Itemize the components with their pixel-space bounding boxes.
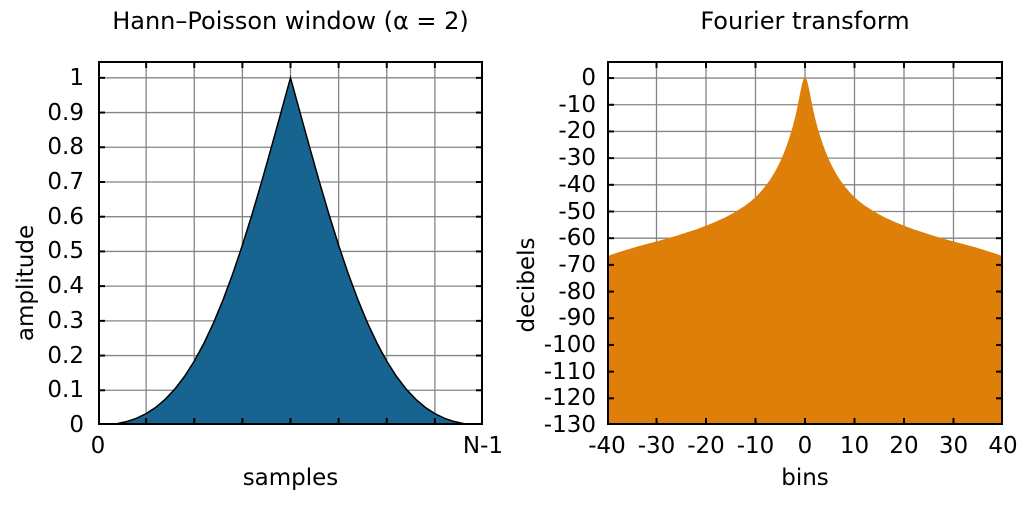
y-tick-label: -60 (558, 225, 596, 252)
y-tick-label: 0.9 (47, 99, 84, 126)
x-tick-label: 0 (797, 433, 813, 459)
x-tick-label: -20 (687, 433, 725, 459)
y-tick-label: -120 (543, 385, 596, 412)
y-tick-label: -30 (558, 145, 596, 172)
y-tick-label: 0.5 (47, 238, 84, 265)
y-tick-label: -40 (558, 171, 596, 198)
x-tick-label: 40 (988, 433, 1018, 459)
plot-border (607, 61, 1003, 425)
y-tick-label: 0 (69, 412, 84, 438)
y-tick-label: -10 (558, 91, 596, 118)
x-tick-label: -40 (588, 433, 626, 459)
y-tick-label: 0.7 (47, 168, 84, 195)
x-tick-label: -30 (637, 433, 676, 459)
y-tick-label: -100 (543, 331, 596, 358)
y-tick-label: 0.4 (47, 273, 84, 300)
y-tick-label: 0.8 (47, 134, 84, 161)
y-tick-label: 0.3 (47, 307, 84, 334)
spectrum-plot-area (607, 61, 1003, 425)
x-tick-label: -10 (736, 433, 775, 459)
y-tick-label: 0.2 (47, 342, 84, 369)
y-tick-label: 1 (69, 64, 84, 91)
plot-border (98, 61, 483, 425)
y-tick-label: -50 (558, 198, 596, 225)
window-curve (98, 75, 483, 425)
y-tick-label: -20 (558, 118, 596, 145)
spectrum-chart-panel: Fourier transform decibels bins 0 -10 -20-… (512, 0, 1024, 512)
spectrum-curve (607, 77, 1003, 425)
y-tick-label: -130 (543, 412, 596, 438)
x-tick-label: 10 (839, 433, 870, 459)
y-tick-label: -80 (558, 278, 596, 305)
y-tick-label: 0.1 (47, 377, 84, 404)
window-chart-panel: Hann–Poisson window (α = 2) amplitude sa… (13, 7, 503, 491)
window-plot-area (98, 61, 483, 425)
spectrum-chart-title: Fourier transform (700, 7, 910, 35)
y-tick-label: 0 (581, 65, 596, 92)
window-x-axis-label: samples (242, 465, 339, 491)
spectrum-x-axis-label: bins (781, 465, 829, 491)
y-tick-label: -70 (558, 251, 596, 278)
x-tick-label: N-1 (462, 433, 504, 459)
window-chart-title: Hann–Poisson window (α = 2) (112, 7, 469, 35)
y-tick-label: -90 (558, 305, 596, 332)
y-tick-label: -110 (543, 358, 596, 385)
x-tick-label: 20 (889, 433, 919, 459)
y-tick-label: 0.6 (47, 203, 84, 230)
x-tick-label: 0 (90, 433, 106, 459)
x-tick-label: 30 (938, 433, 969, 459)
